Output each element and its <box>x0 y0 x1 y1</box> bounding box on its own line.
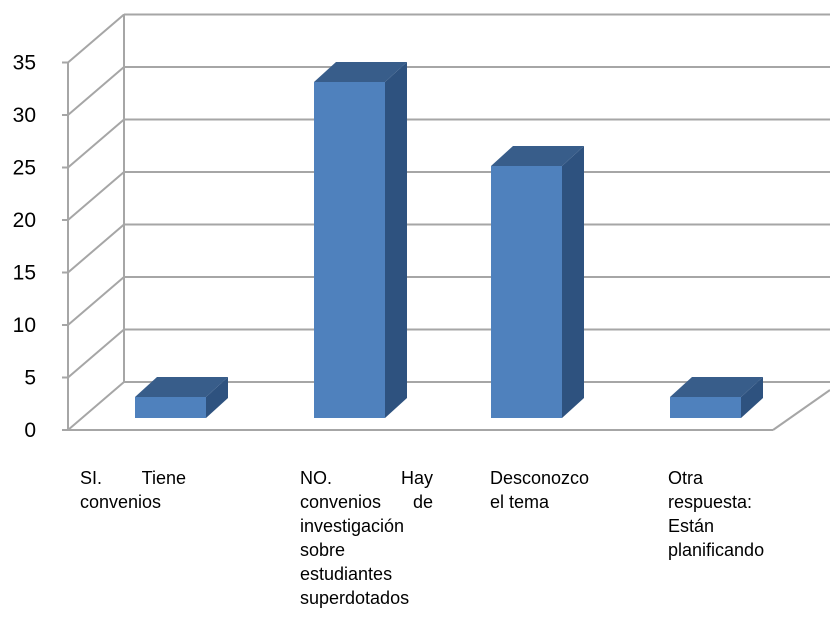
bar-side <box>741 377 763 418</box>
ytick-label: 20 <box>13 209 36 232</box>
bar-side <box>206 377 228 418</box>
gridline-diagonal <box>67 328 125 379</box>
bar-3 <box>491 146 584 418</box>
bar-1 <box>135 377 228 418</box>
bar-top <box>670 377 763 397</box>
ytick-label: 15 <box>13 262 36 285</box>
category-label-si: SI. Tiene convenios <box>80 468 186 512</box>
ytick-label: 5 <box>24 367 36 390</box>
ytick-label: 35 <box>13 52 36 75</box>
bar-top <box>314 62 407 82</box>
bar-front <box>491 166 562 418</box>
bar-top <box>491 146 584 166</box>
bar-front <box>670 397 741 418</box>
bar-top <box>135 377 228 397</box>
bar-front <box>314 82 385 418</box>
bar-4 <box>670 377 763 418</box>
floor-right-edge <box>772 389 830 431</box>
bar-side <box>385 62 407 418</box>
ytick-label: 25 <box>13 157 36 180</box>
gridline-diagonal <box>67 66 125 116</box>
gridline-diagonal <box>67 171 125 221</box>
chart-bars <box>135 62 763 418</box>
gridline-diagonal <box>67 276 125 326</box>
y-axis-ticks: 0 5 10 15 20 25 30 35 <box>13 52 36 443</box>
category-label-desconozco: Desconozco el tema <box>490 468 590 512</box>
bar-side <box>562 146 584 418</box>
gridline-diagonal <box>67 381 125 431</box>
bar-front <box>135 397 206 418</box>
category-label-otra: Otra respuesta: Están planificando <box>668 468 765 560</box>
gridline-diagonal <box>67 118 125 169</box>
gridline-diagonal <box>67 13 125 64</box>
ytick-label: 10 <box>13 314 36 337</box>
bar-2 <box>314 62 407 418</box>
gridline-diagonal <box>67 223 125 274</box>
category-label-no: NO. Hay convenios de investigación sobre… <box>300 468 433 608</box>
ytick-label: 30 <box>13 104 36 127</box>
ytick-label: 0 <box>24 419 36 442</box>
chart-gridlines <box>62 13 830 431</box>
